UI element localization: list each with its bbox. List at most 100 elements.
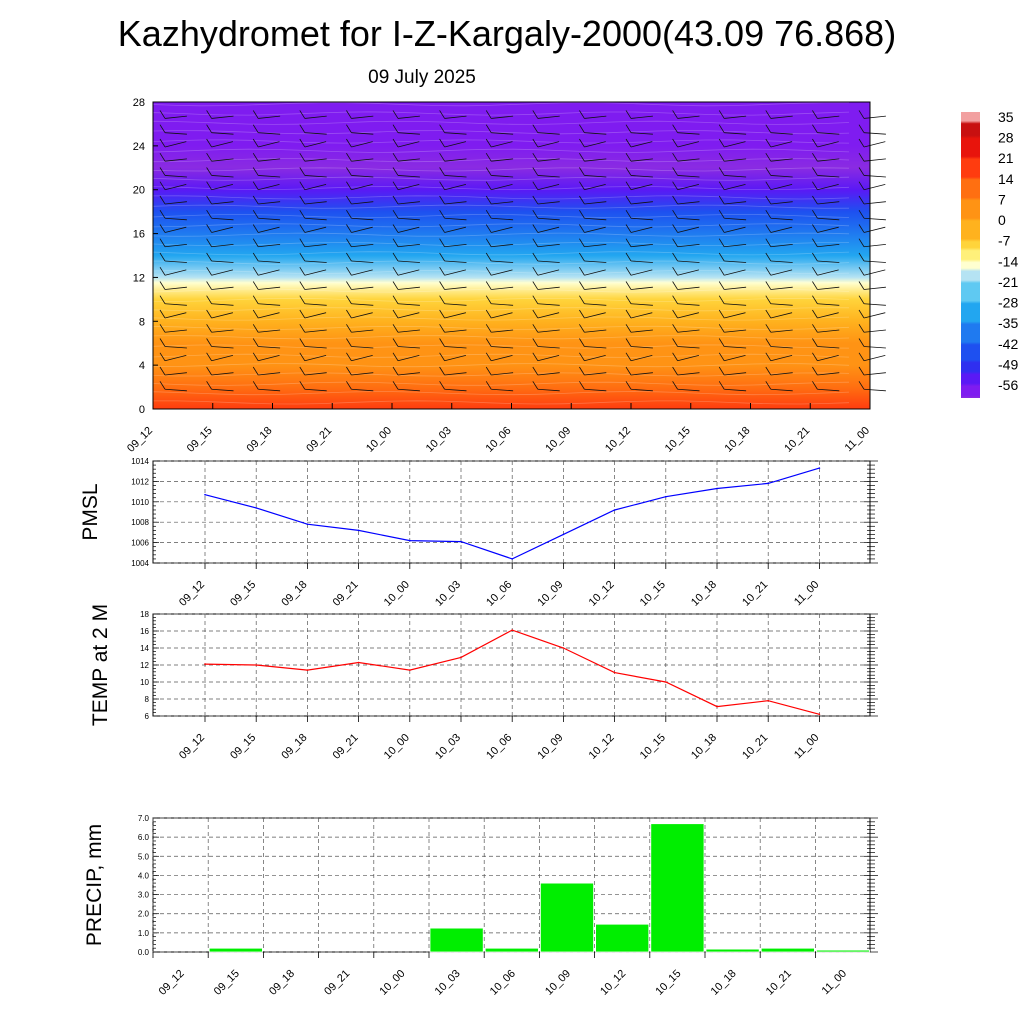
x-tick-label: 10_03 [433, 732, 463, 762]
x-tick-label: 09_18 [279, 579, 309, 609]
wind-barb [770, 372, 793, 376]
wind-barb [584, 201, 607, 205]
wind-barb [817, 346, 840, 349]
wind-barb [491, 158, 514, 162]
wind-barb [630, 141, 653, 148]
wind-barb [584, 175, 607, 178]
wind-barb [724, 217, 747, 221]
wind-barb [211, 329, 234, 333]
wind-barb [677, 184, 699, 191]
wind-barb [537, 175, 560, 178]
wind-barb-flag [159, 238, 166, 247]
data-point [613, 671, 616, 674]
wind-barb [211, 286, 234, 290]
wind-barb [258, 269, 280, 276]
wind-barb-flag [439, 167, 445, 176]
wind-barb [164, 201, 187, 205]
wind-barb [724, 175, 747, 178]
wind-barb-flag [579, 338, 585, 347]
wind-barb [351, 217, 374, 221]
wind-barb-flag [718, 352, 725, 361]
wind-barb [770, 217, 793, 221]
wind-barb-flag [858, 352, 865, 361]
wind-barb-flag [252, 381, 259, 390]
wind-barb-flag [159, 110, 166, 119]
colorbar-label: -49 [998, 356, 1018, 372]
wind-barb [304, 329, 327, 333]
wind-barb-flag [812, 138, 818, 148]
wind-barb-flag [299, 281, 306, 290]
wind-barb-flag [206, 295, 212, 304]
precip-bar [705, 948, 760, 953]
wind-barb-flag [625, 252, 632, 262]
wind-barb-flag [299, 338, 306, 347]
wind-barb [444, 132, 467, 135]
x-tick-label: 10_12 [587, 732, 617, 762]
wind-barb-flag [625, 152, 632, 162]
wind-barb [304, 226, 327, 233]
y-tick-label: 6 [145, 712, 150, 721]
contour-line [152, 279, 850, 284]
wind-barb-flag [346, 338, 352, 347]
precip-panel: 0.0 1.0 2.0 3.0 4.0 5.0 6.0 7.0 09_12 09_15 09_18 0… [83, 814, 878, 998]
wind-barb-flag [252, 338, 259, 347]
wind-barb-flag [718, 152, 725, 162]
wind-barb [397, 217, 420, 221]
wind-barb [351, 329, 374, 333]
wind-barb [630, 312, 653, 319]
wind-barb [537, 184, 560, 191]
wind-barb [304, 141, 327, 148]
wind-barb [817, 158, 840, 162]
wind-barb [164, 312, 187, 319]
wind-barb-flag [252, 110, 259, 119]
wind-barb [491, 184, 513, 191]
wind-barb-flag [439, 338, 445, 347]
wind-barb-flag [625, 338, 632, 347]
wind-barb-flag [299, 138, 306, 148]
wind-barb-flag [159, 124, 166, 133]
wind-barb [304, 201, 327, 205]
wind-barb-flag [346, 252, 352, 262]
wind-barb-flag [299, 110, 306, 119]
wind-barb-flag [346, 381, 352, 390]
wind-barb [164, 269, 187, 276]
wind-barb [304, 303, 327, 306]
wind-barb-flag [579, 181, 585, 190]
wind-barb [351, 303, 374, 306]
x-tick-label: 10_00 [377, 968, 407, 998]
wind-barb-flag [672, 266, 678, 276]
wind-barb-flag [206, 366, 212, 376]
wind-barb-flag [672, 381, 678, 390]
y-axis-label: TEMP at 2 M [89, 604, 112, 726]
wind-barb-flag [765, 381, 772, 390]
wind-barb-flag [625, 238, 632, 247]
x-tick-label: 10_06 [484, 579, 514, 609]
wind-barb-flag [485, 352, 492, 361]
chart-date: 09 July 2025 [368, 67, 476, 88]
wind-barb [491, 269, 513, 276]
wind-barb [444, 286, 467, 290]
wind-barb [258, 312, 280, 319]
wind-barb [211, 132, 234, 135]
wind-barb [537, 260, 560, 263]
wind-barb [770, 201, 793, 205]
contour-line [152, 139, 850, 144]
wind-barb-flag [625, 138, 632, 148]
wind-barb [630, 388, 653, 392]
wind-barb [397, 184, 420, 191]
wind-barb-flag [579, 152, 585, 162]
wind-barb [537, 132, 560, 135]
wind-barb-flag [439, 252, 445, 262]
colorbar-label: -42 [998, 336, 1018, 352]
wind-barb [724, 226, 746, 233]
wind-barb [397, 312, 420, 319]
wind-barb [258, 244, 281, 248]
wind-barb-flag [299, 266, 306, 276]
wind-barb-flag [485, 281, 492, 290]
colorbar-label: -14 [998, 253, 1018, 269]
wind-barb [444, 115, 467, 119]
wind-barb-flag [579, 295, 585, 304]
wind-barb [444, 346, 467, 349]
x-tick-label: 10_18 [689, 579, 719, 609]
wind-barb-flag [392, 266, 399, 276]
